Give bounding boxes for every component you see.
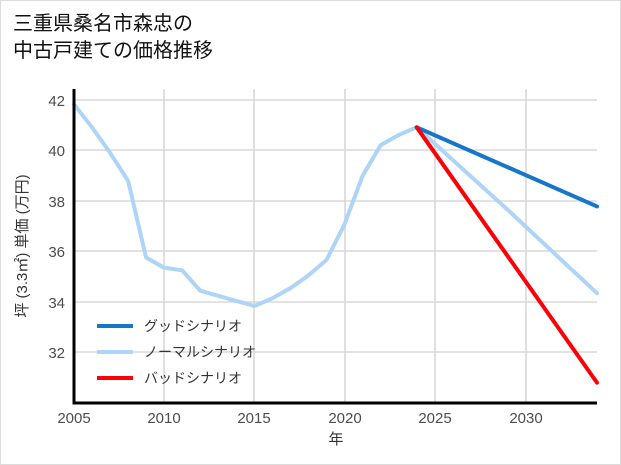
x-tick-label: 2025: [418, 410, 451, 427]
y-tick-label: 34: [48, 295, 65, 312]
page-title: 三重県桑名市森忠の 中古戸建ての価格推移: [13, 13, 213, 62]
x-tick-label: 2005: [57, 410, 90, 427]
x-tick-label: 2020: [328, 410, 361, 427]
legend-item-bad[interactable]: バッドシナリオ: [97, 370, 242, 386]
legend-label-bad: バッドシナリオ: [144, 370, 242, 386]
legend-item-normal[interactable]: ノーマルシナリオ: [97, 344, 256, 360]
y-tick-label: 42: [48, 93, 65, 110]
series-line-good: [414, 125, 599, 209]
y-tick-label: 38: [48, 194, 65, 211]
legend-label-normal: ノーマルシナリオ: [144, 344, 256, 360]
horizontal-gridlines: [74, 99, 597, 353]
series-line-bad: [414, 125, 599, 385]
legend-label-good: グッドシナリオ: [144, 318, 242, 334]
series-line-normal: [72, 102, 599, 308]
y-tick-label: 40: [48, 143, 65, 160]
x-axis-title: 年: [328, 431, 343, 448]
x-tick-labels: 2005 2010 2015 2020 2025 2030: [57, 410, 542, 427]
chart-legend: グッドシナリオ ノーマルシナリオ バッドシナリオ: [97, 318, 256, 386]
x-tick-label: 2010: [147, 410, 180, 427]
y-tick-label: 36: [48, 244, 65, 261]
y-tick-labels: 42 40 38 36 34 32: [48, 93, 65, 362]
y-axis-title: 坪 (3.3㎡) 単価 (万円): [14, 174, 31, 317]
x-tick-label: 2015: [237, 410, 270, 427]
y-tick-label: 32: [48, 345, 65, 362]
legend-item-good[interactable]: グッドシナリオ: [97, 318, 242, 334]
x-tick-label: 2030: [509, 410, 542, 427]
axis-spines: [72, 89, 597, 405]
